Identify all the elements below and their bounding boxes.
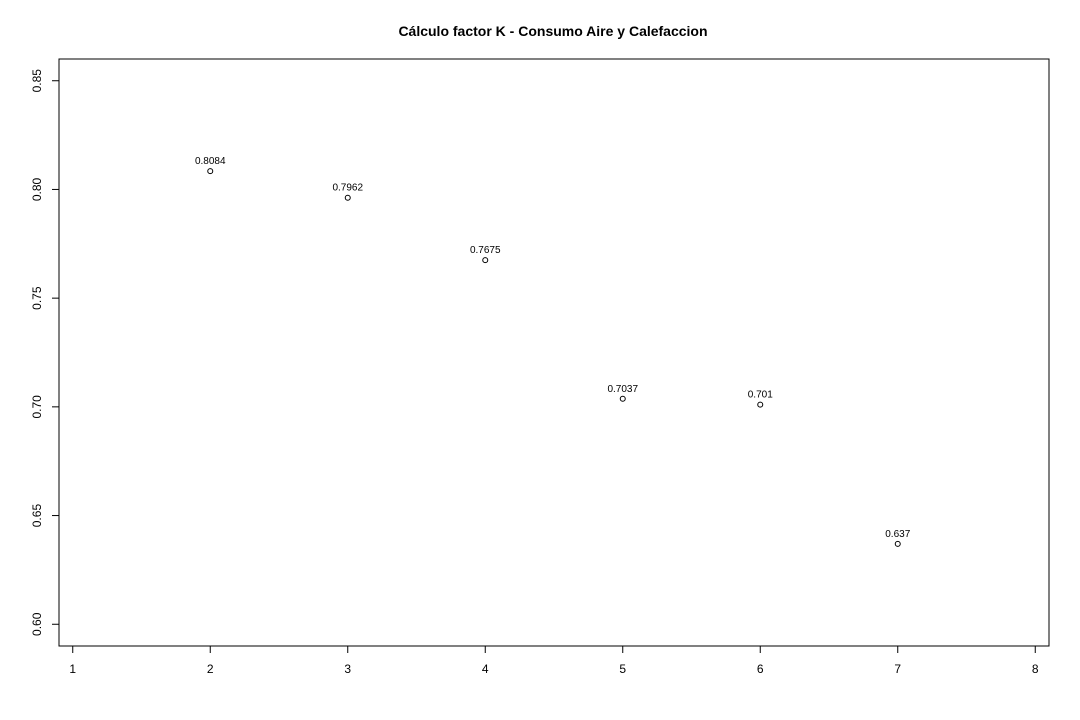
x-tick-label: 7 — [894, 662, 901, 676]
y-tick-label: 0.75 — [30, 286, 44, 310]
data-label: 0.7962 — [332, 183, 363, 194]
x-tick-label: 3 — [344, 662, 351, 676]
data-point — [207, 168, 214, 175]
plot-frame — [58, 58, 1050, 647]
y-tick-label: 0.85 — [30, 69, 44, 93]
y-axis: 0.60 0.65 0.70 0.75 0.80 0.85 — [30, 69, 60, 636]
x-tick-label: 5 — [619, 662, 626, 676]
data-point — [482, 257, 489, 264]
y-tick-label: 0.65 — [30, 504, 44, 528]
x-tick-label: 1 — [69, 662, 76, 676]
data-points — [207, 168, 901, 547]
data-label: 0.7037 — [607, 384, 638, 395]
x-tick-label: 2 — [207, 662, 214, 676]
y-tick-label: 0.70 — [30, 395, 44, 419]
data-label: 0.701 — [748, 390, 773, 401]
data-label: 0.8084 — [195, 156, 226, 167]
y-tick-label: 0.80 — [30, 177, 44, 201]
x-tick-label: 8 — [1032, 662, 1039, 676]
y-tick-label: 0.60 — [30, 612, 44, 636]
x-tick-label: 4 — [482, 662, 489, 676]
data-labels: 0.8084 0.7962 0.7675 0.7037 0.701 0.637 — [195, 156, 911, 540]
data-point — [344, 194, 351, 201]
data-point — [894, 540, 901, 547]
data-point — [619, 395, 626, 402]
chart-title: Cálculo factor K - Consumo Aire y Calefa… — [398, 23, 707, 39]
data-point — [757, 401, 764, 408]
data-label: 0.637 — [885, 529, 910, 540]
x-axis: 1 2 3 4 5 6 7 8 — [69, 645, 1039, 676]
x-tick-label: 6 — [757, 662, 764, 676]
data-label: 0.7675 — [470, 245, 501, 256]
